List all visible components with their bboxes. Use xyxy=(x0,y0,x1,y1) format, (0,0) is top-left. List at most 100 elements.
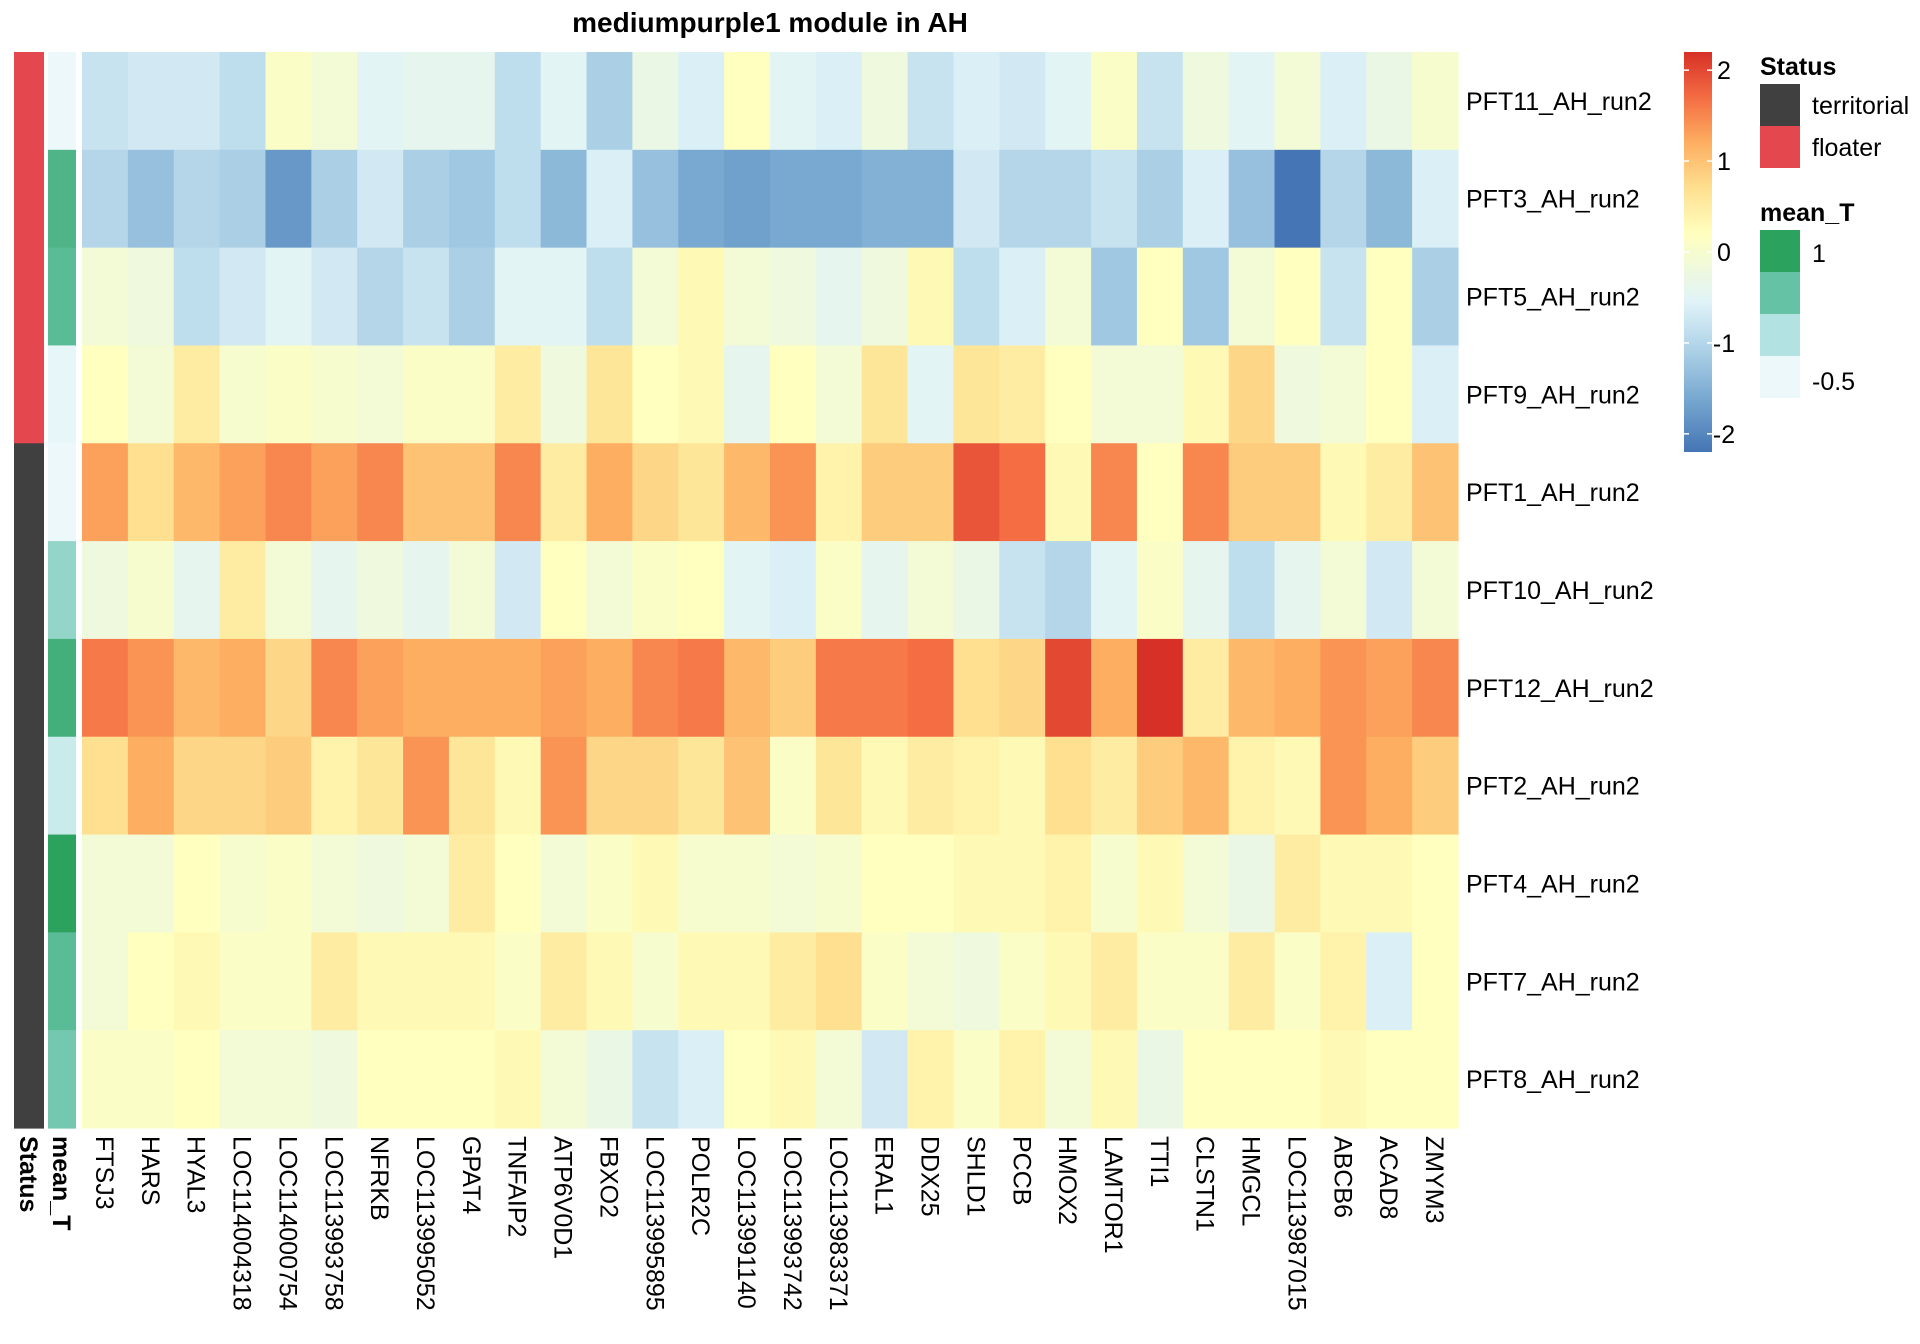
column-label: SHLD1 xyxy=(961,1136,989,1217)
heatmap-cell xyxy=(219,52,267,151)
heatmap-cell xyxy=(586,1030,633,1129)
heatmap-cell xyxy=(1320,52,1367,151)
heatmap-cell xyxy=(1274,932,1321,1031)
heatmap-cell xyxy=(861,443,909,542)
heatmap-cell xyxy=(82,834,129,933)
status-annotation-cell xyxy=(14,1030,44,1129)
heatmap-cell xyxy=(127,638,175,738)
heatmap-cell xyxy=(953,834,1000,933)
heatmap-cell xyxy=(1045,736,1092,836)
heatmap-cell xyxy=(173,345,221,444)
heatmap-cell xyxy=(999,638,1046,738)
heatmap-cell xyxy=(448,247,496,347)
heatmap-cell xyxy=(1136,834,1184,933)
heatmap-cell xyxy=(357,247,404,347)
heatmap-cell xyxy=(907,443,955,542)
heatmap-cell xyxy=(127,834,175,933)
heatmap-cell xyxy=(999,149,1046,249)
heatmap-cell xyxy=(1320,736,1367,836)
row-label: PFT2_AH_run2 xyxy=(1466,773,1640,801)
heatmap-cell xyxy=(861,834,909,933)
mean-t-annotation-cell xyxy=(48,247,76,347)
chart-title: mediumpurple1 module in AH xyxy=(572,7,968,38)
heatmap-cell xyxy=(724,541,771,640)
heatmap-cell xyxy=(999,834,1046,933)
mean-t-annotation-cell xyxy=(48,638,76,738)
heatmap-cell xyxy=(953,149,1000,249)
heatmap-cell xyxy=(127,149,175,249)
heatmap-cell xyxy=(82,443,129,542)
heatmap-cell xyxy=(448,638,496,738)
heatmap-cell xyxy=(1182,638,1230,738)
heatmap-cell xyxy=(586,736,633,836)
heatmap-cell xyxy=(403,247,450,347)
heatmap-cell xyxy=(494,247,542,347)
heatmap-cell xyxy=(632,149,679,249)
mean-t-legend-label: 1 xyxy=(1812,240,1826,268)
heatmap-cell xyxy=(494,541,542,640)
column-label: ACAD8 xyxy=(1374,1136,1402,1219)
mean-t-annotation-cell xyxy=(48,541,76,640)
status-annotation-cell xyxy=(14,52,44,151)
heatmap-cell xyxy=(724,1030,771,1129)
heatmap-cell xyxy=(311,1030,358,1129)
heatmap-cell xyxy=(494,345,542,444)
heatmap-cell xyxy=(219,149,267,249)
heatmap-cell xyxy=(1228,247,1276,347)
heatmap-cell xyxy=(403,345,450,444)
heatmap-cell xyxy=(448,1030,496,1129)
heatmap-cell xyxy=(311,834,358,933)
heatmap-cell xyxy=(1136,541,1184,640)
heatmap-cell xyxy=(82,736,129,836)
status-legend-swatch xyxy=(1760,126,1800,168)
heatmap-cell xyxy=(1182,932,1230,1031)
heatmap-cell xyxy=(219,736,267,836)
heatmap-cell xyxy=(311,541,358,640)
heatmap-cell xyxy=(1182,149,1230,249)
heatmap-cell xyxy=(1136,443,1184,542)
status-legend-swatch xyxy=(1760,84,1800,126)
annotation-label: mean_T xyxy=(47,1136,75,1230)
heatmap-cell xyxy=(357,932,404,1031)
column-labels: FTSJ3 HARS HYAL3 LOC114004318 LOC114000754 LO… xyxy=(90,1136,1448,1311)
heatmap-cell xyxy=(815,736,863,836)
heatmap-cell xyxy=(219,443,267,542)
heatmap-cell xyxy=(1182,736,1230,836)
heatmap-cell xyxy=(815,541,863,640)
heatmap-cell xyxy=(265,834,312,933)
heatmap-cell xyxy=(311,52,358,151)
column-label: LOC113995895 xyxy=(640,1136,668,1311)
heatmap-cell xyxy=(1274,834,1321,933)
mean-t-annotation-cell xyxy=(48,1030,76,1129)
heatmap-cell xyxy=(540,443,588,542)
heatmap-cell xyxy=(1228,149,1276,249)
status-annotation-cell xyxy=(14,247,44,347)
heatmap-cell xyxy=(1045,638,1092,738)
heatmap-cell xyxy=(448,736,496,836)
heatmap-cell xyxy=(724,149,771,249)
heatmap-cell xyxy=(1320,345,1367,444)
column-label: LOC113993742 xyxy=(778,1136,806,1311)
heatmap-cell xyxy=(82,247,129,347)
heatmap-cell xyxy=(678,52,725,151)
heatmap-cell xyxy=(311,247,358,347)
column-label: FBXO2 xyxy=(594,1136,622,1218)
heatmap-cell xyxy=(770,52,817,151)
heatmap-cell xyxy=(1274,345,1321,444)
heatmap-cell xyxy=(1412,149,1459,249)
heatmap-cell xyxy=(953,541,1000,640)
heatmap-cell xyxy=(1182,834,1230,933)
heatmap-cell xyxy=(815,1030,863,1129)
heatmap-cell xyxy=(311,345,358,444)
row-label: PFT5_AH_run2 xyxy=(1466,284,1640,312)
heatmap-cell xyxy=(1366,443,1413,542)
status-annotation-cell xyxy=(14,149,44,249)
status-legend-label: floater xyxy=(1812,134,1881,162)
colorbar-tick-label: -1 xyxy=(1713,330,1735,358)
heatmap-cell xyxy=(540,736,588,836)
heatmap-cell xyxy=(1412,345,1459,444)
heatmap-cell xyxy=(494,932,542,1031)
heatmap-cell xyxy=(357,52,404,151)
heatmap-cell xyxy=(907,149,955,249)
heatmap-cell xyxy=(1274,149,1321,249)
